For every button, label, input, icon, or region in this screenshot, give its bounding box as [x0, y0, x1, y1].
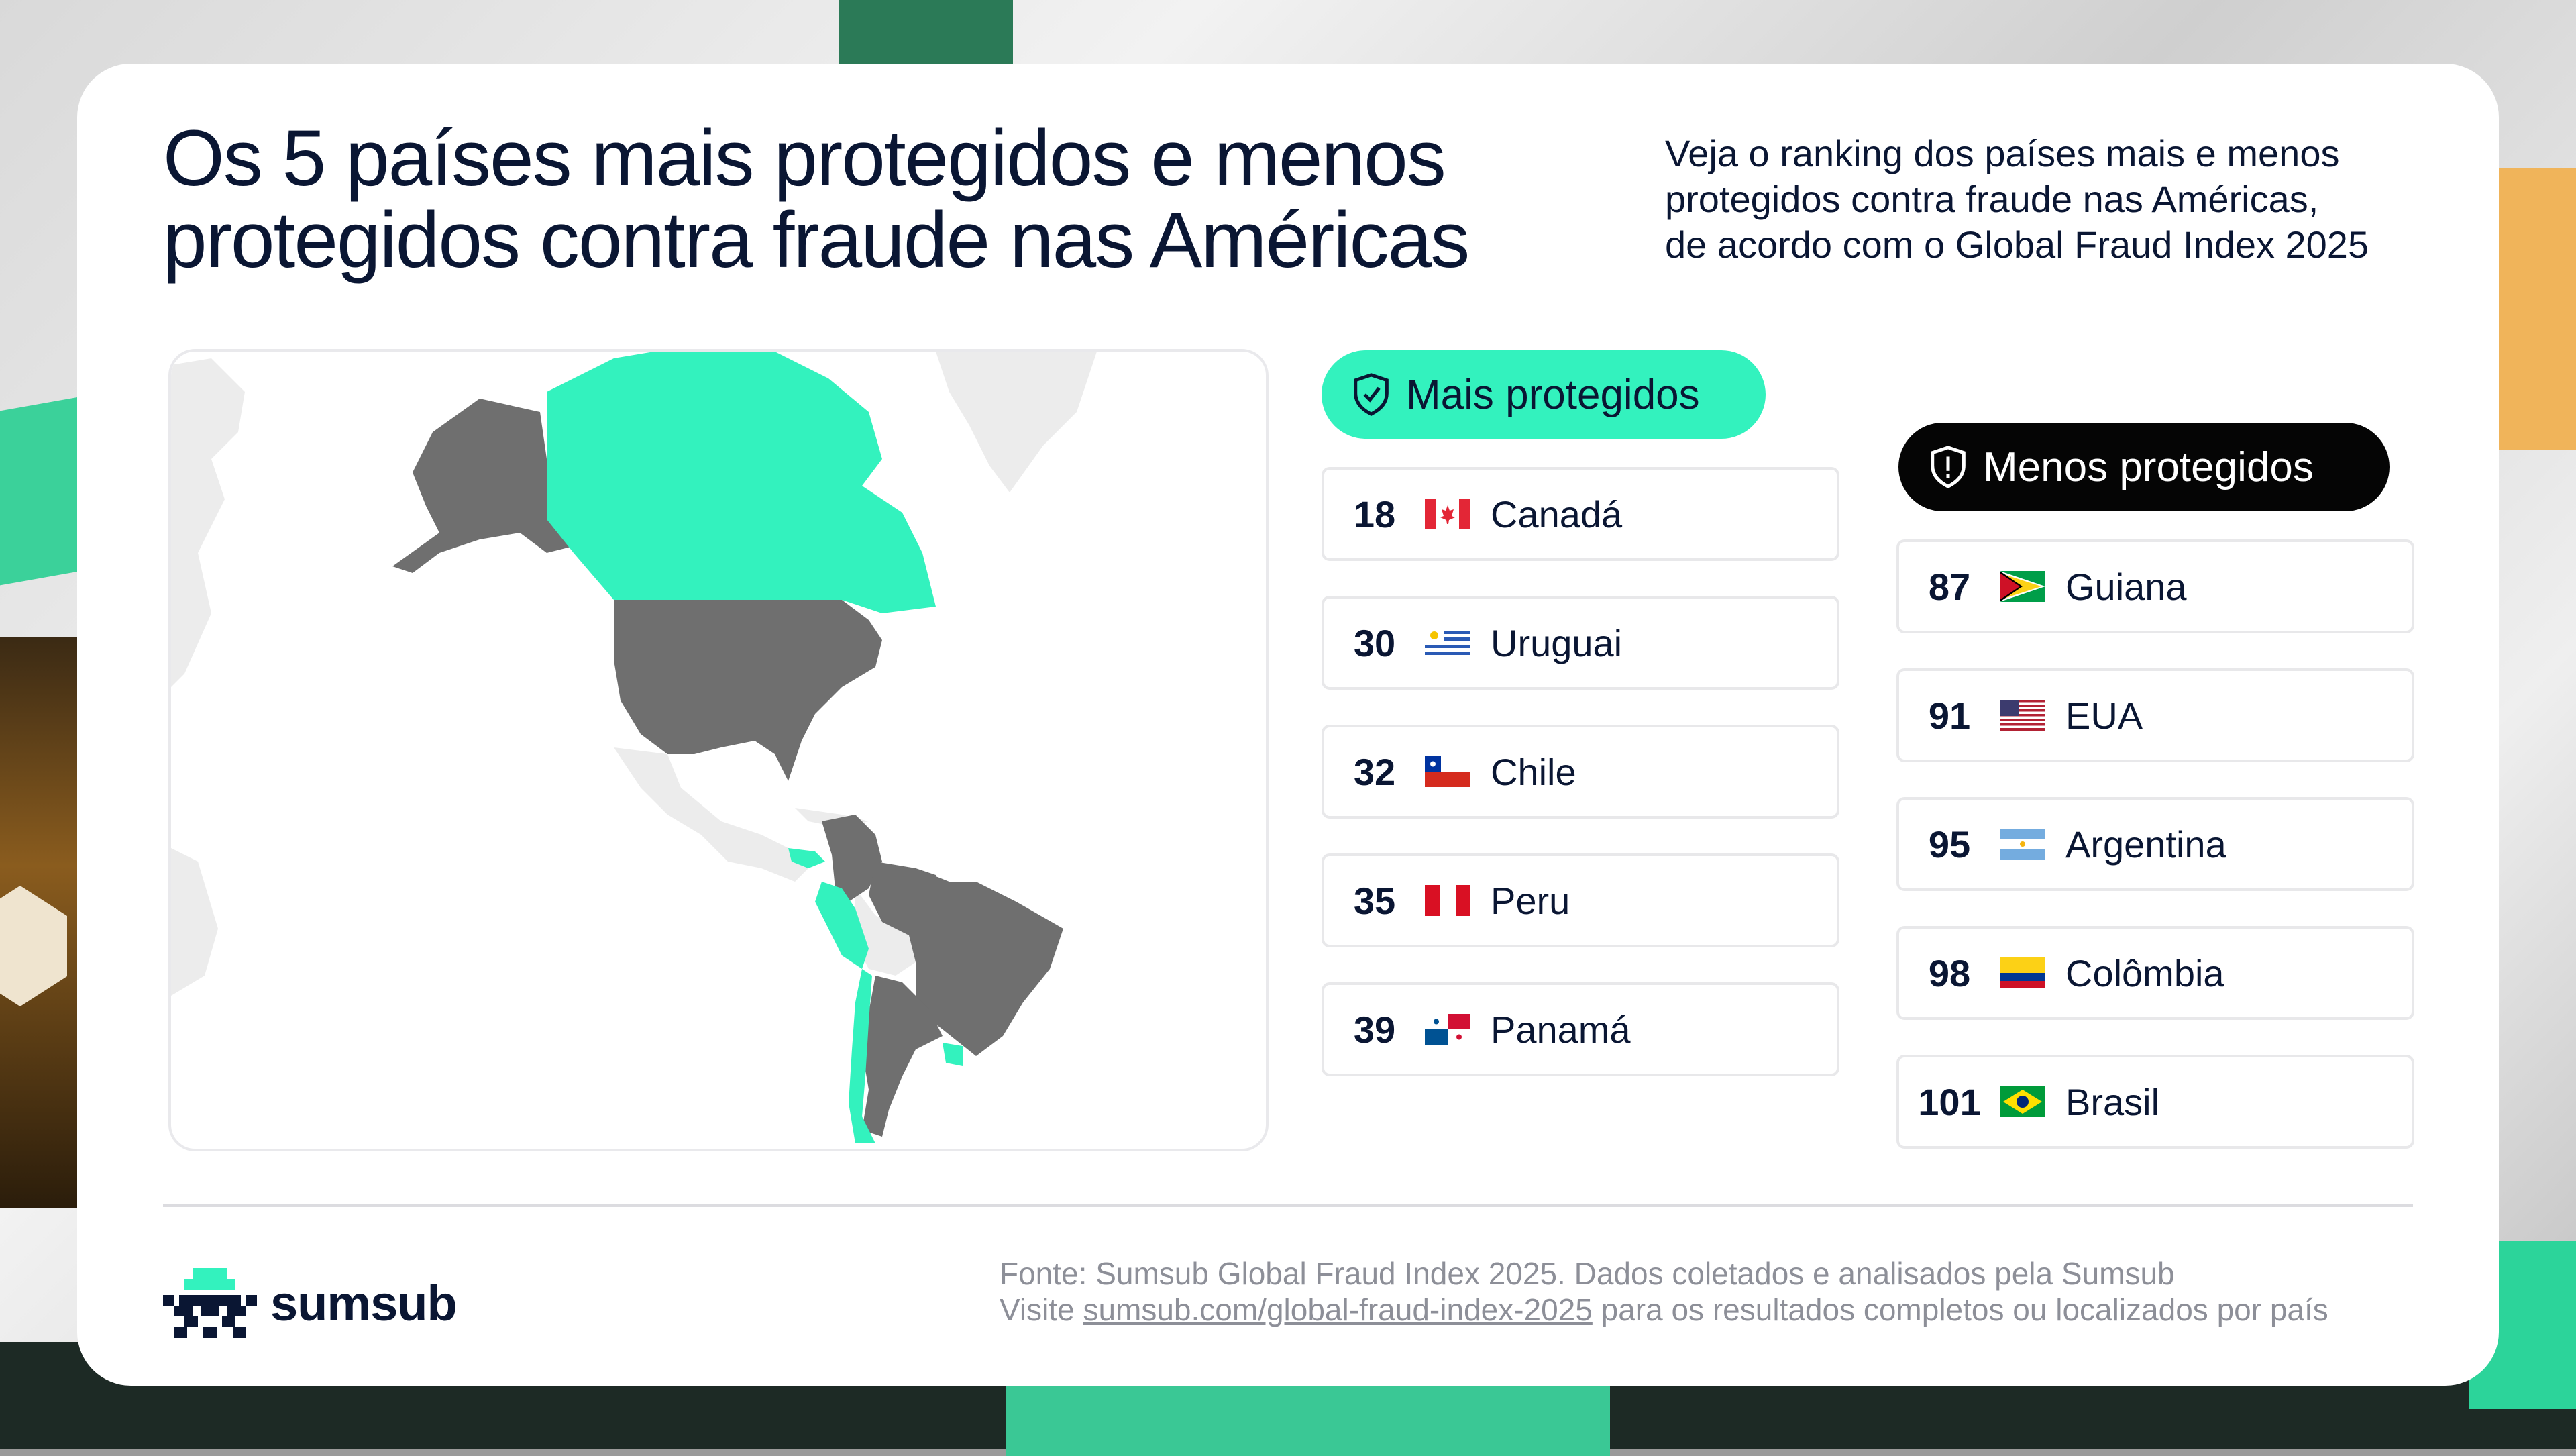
shield-check-icon: [1354, 373, 1389, 416]
map-usa: [614, 600, 882, 781]
footer-divider: [163, 1204, 2413, 1207]
rank-number: 91: [1928, 694, 1971, 737]
title-line: Os 5 países mais protegidos e menos: [163, 114, 1446, 203]
canada-flag: [1425, 499, 1470, 529]
map-land-mexico: [614, 747, 815, 882]
least-protected-label: Menos protegidos: [1983, 444, 2314, 490]
map-land-bolivia: [855, 888, 916, 976]
brazil-flag: [2000, 1086, 2045, 1117]
ranking-row: 35 Peru: [1322, 853, 1839, 947]
map-canada: [547, 352, 936, 613]
usa-flag: [2000, 700, 2045, 731]
country-name: Peru: [1491, 879, 1570, 922]
shield-alert-icon: [1931, 446, 1966, 488]
ranking-row: 30 Uruguai: [1322, 596, 1839, 690]
map-panama: [788, 848, 825, 868]
rank-number: 18: [1353, 492, 1396, 535]
ranking-row: 101 Brasil: [1896, 1055, 2414, 1149]
ranking-row: 18 Canadá: [1322, 467, 1839, 561]
map-peru: [815, 882, 869, 969]
country-name: Guiana: [2065, 565, 2187, 608]
uruguay-flag: [1425, 627, 1470, 658]
country-name: Argentina: [2065, 823, 2226, 866]
most-protected-label: Mais protegidos: [1406, 371, 1700, 418]
source-note: Fonte: Sumsub Global Fraud Index 2025. D…: [1000, 1255, 2415, 1328]
visit-prefix: Visite: [1000, 1292, 1075, 1327]
most-protected-badge: Mais protegidos: [1322, 350, 1766, 439]
rank-number: 98: [1928, 951, 1971, 994]
ranking-row: 98 Colômbia: [1896, 926, 2414, 1020]
infographic-card: Os 5 países mais protegidos e menos prot…: [77, 64, 2499, 1386]
map-land-greenland: [936, 352, 1097, 492]
ranking-row: 87 Guiana: [1896, 539, 2414, 633]
country-name: Colômbia: [2065, 951, 2224, 994]
peru-flag: [1425, 885, 1470, 916]
visit-suffix: para os resultados completos ou localiza…: [1601, 1292, 2328, 1327]
rank-number: 101: [1918, 1080, 1981, 1123]
title-line: protegidos contra fraude nas Américas: [163, 196, 1470, 284]
map-alaska: [392, 399, 574, 573]
page-subtitle: Veja o ranking dos países mais e menos p…: [1665, 131, 2436, 268]
map-land-siberia: [171, 358, 245, 687]
guyana-flag: [2000, 571, 2045, 602]
map-uruguay: [943, 1043, 963, 1066]
rank-number: 95: [1928, 823, 1971, 866]
chile-flag: [1425, 756, 1470, 787]
colombia-flag: [2000, 957, 2045, 988]
subtitle-line: Veja o ranking dos países mais e menos: [1665, 132, 2340, 174]
map-colombia: [822, 815, 882, 902]
country-name: Panamá: [1491, 1008, 1631, 1051]
rank-number: 30: [1353, 621, 1396, 664]
sumsub-logo: sumsub: [163, 1263, 478, 1343]
country-name: Uruguai: [1491, 621, 1623, 664]
country-name: Chile: [1491, 750, 1576, 793]
page-title: Os 5 países mais protegidos e menos prot…: [163, 117, 1639, 281]
ranking-row: 39 Panamá: [1322, 982, 1839, 1076]
sumsub-logo-icon: [163, 1268, 257, 1338]
country-name: Canadá: [1491, 492, 1623, 535]
map-argentina: [862, 976, 943, 1137]
visit-line: Visite sumsub.com/global-fraud-index-202…: [1000, 1292, 2415, 1328]
americas-map: [168, 349, 1269, 1151]
logo-text: sumsub: [270, 1275, 458, 1331]
country-name: Brasil: [2065, 1080, 2160, 1123]
source-line: Fonte: Sumsub Global Fraud Index 2025. D…: [1000, 1256, 2175, 1291]
country-name: EUA: [2065, 694, 2143, 737]
rank-number: 35: [1353, 879, 1396, 922]
fraud-index-link[interactable]: sumsub.com/global-fraud-index-2025: [1083, 1292, 1593, 1327]
least-protected-badge: Menos protegidos: [1898, 423, 2390, 511]
map-chile: [849, 969, 875, 1143]
rank-number: 32: [1353, 750, 1396, 793]
argentina-flag: [2000, 829, 2045, 860]
panama-flag: [1425, 1014, 1470, 1045]
ranking-row: 32 Chile: [1322, 725, 1839, 819]
ranking-row: 91 EUA: [1896, 668, 2414, 762]
ranking-row: 95 Argentina: [1896, 797, 2414, 891]
map-land-japan: [171, 848, 218, 996]
subtitle-line: de acordo com o Global Fraud Index 2025: [1665, 223, 2369, 266]
rank-number: 39: [1353, 1008, 1396, 1051]
rank-number: 87: [1928, 565, 1971, 608]
subtitle-line: protegidos contra fraude nas Américas,: [1665, 178, 2319, 220]
